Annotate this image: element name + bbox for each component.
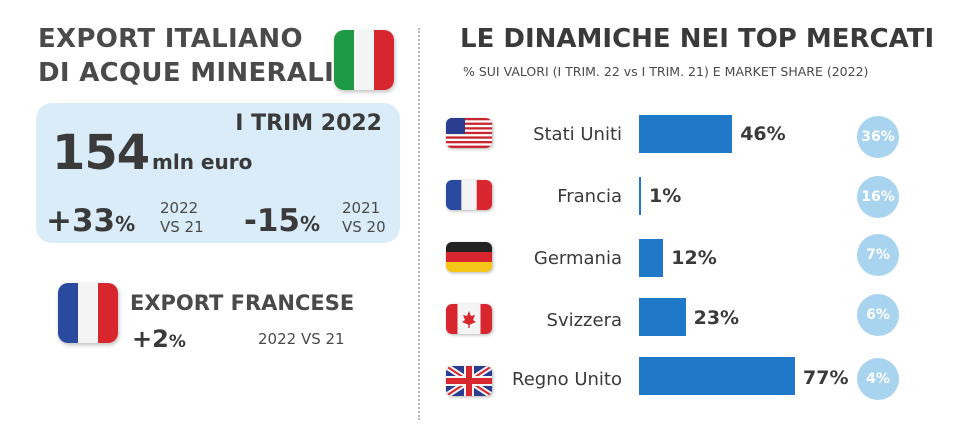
trim-card: I TRIM 2022 154 mln euro +33% 2022 VS 21 … [36, 103, 400, 243]
italy-flag-icon [334, 30, 394, 90]
market-share-badge: 7% [857, 234, 899, 276]
france-flag-icon [446, 180, 492, 210]
growth-2022-comparison: 2022 VS 21 [160, 199, 204, 236]
france-export-comparison: 2022 VS 21 [258, 330, 345, 348]
bar-value-label: 23% [693, 307, 740, 329]
growth-2021-comparison: 2021 VS 20 [342, 199, 386, 236]
market-share-badge: 4% [857, 358, 899, 400]
export-value: 154 [52, 125, 150, 181]
panel-divider [418, 28, 420, 420]
growth-2022: +33% [46, 203, 136, 239]
bar-value-label: 12% [671, 247, 717, 269]
export-unit: mln euro [152, 150, 253, 174]
canada-flag-icon [446, 304, 492, 334]
left-title: EXPORT ITALIANO DI ACQUE MINERALI [38, 22, 334, 90]
market-share-badge: 16% [857, 176, 899, 218]
france-export-growth: +2% [132, 325, 186, 353]
chart-subtitle: % SUI VALORI (I TRIM. 22 vs I TRIM. 21) … [463, 64, 869, 79]
france-flag-icon [58, 283, 118, 343]
left-title-line2: DI ACQUE MINERALI [38, 58, 335, 88]
category-label: Stati Uniti [533, 124, 622, 145]
period-label: I TRIM 2022 [235, 111, 382, 136]
category-label: Francia [557, 186, 622, 207]
bar [639, 177, 642, 215]
bar [639, 298, 686, 336]
market-share-badge: 6% [857, 294, 899, 336]
bar-value-label: 77% [803, 367, 849, 389]
market-share-badge: 36% [857, 116, 899, 158]
category-label: Regno Unito [512, 369, 622, 390]
bar-value-label: 1% [649, 185, 682, 207]
bar [639, 239, 664, 277]
bar-value-label: 46% [740, 123, 786, 145]
category-label: Germania [533, 248, 622, 269]
chart-title: LE DINAMICHE NEI TOP MERCATI [460, 24, 935, 54]
uk-flag-icon [446, 366, 492, 396]
germany-flag-icon [446, 242, 492, 272]
usa-flag-icon [446, 118, 492, 148]
growth-2021: -15% [244, 203, 321, 239]
bar [639, 115, 733, 153]
left-title-line1: EXPORT ITALIANO [38, 24, 303, 54]
bar [639, 357, 795, 395]
france-export-title: EXPORT FRANCESE [130, 291, 355, 315]
category-label: Svizzera [546, 310, 622, 331]
